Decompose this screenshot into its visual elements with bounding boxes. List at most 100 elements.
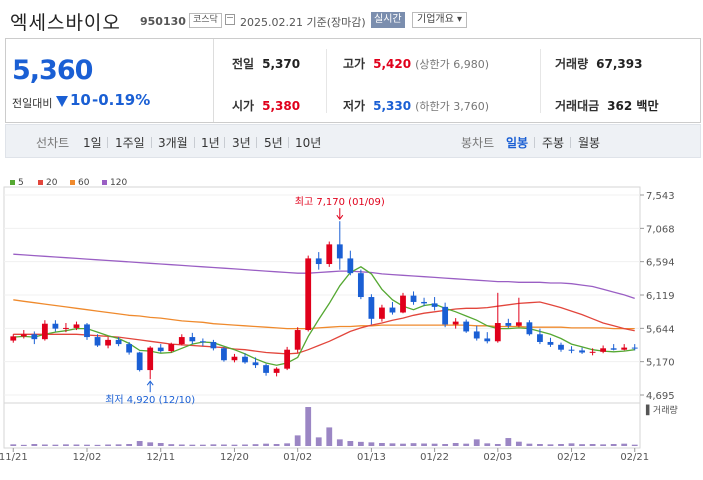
volume-bar <box>547 444 554 446</box>
tab-separator <box>107 137 108 148</box>
candle-body <box>231 356 238 361</box>
volume-bar <box>389 443 396 446</box>
volume-bar <box>52 444 59 446</box>
candle-body <box>515 322 522 326</box>
volume-bar <box>357 441 364 446</box>
tab-daily[interactable]: 일봉 <box>506 136 529 150</box>
volume-bar <box>73 444 80 446</box>
tab-1y[interactable]: 1년 <box>201 136 220 150</box>
low-annotation: 최저 4,920 (12/10) <box>105 394 195 406</box>
tab-5y[interactable]: 5년 <box>264 136 283 150</box>
candle-body <box>10 336 17 341</box>
volume-bar <box>41 444 48 446</box>
volume-bar <box>231 444 238 446</box>
volume-bar <box>631 444 638 446</box>
realtime-button[interactable]: 실시간 <box>371 12 405 28</box>
candle-body <box>84 324 90 338</box>
x-tick-label: 02/21 <box>620 452 649 463</box>
volume-bar <box>421 443 427 446</box>
divider <box>540 49 541 113</box>
volume-bar <box>210 444 217 446</box>
legend-swatch <box>102 180 107 185</box>
candlestick-chart[interactable]: 7,543 7,068 6,594 6,119 5,644 5,170 4,695 11/21… <box>0 170 703 480</box>
candle-body <box>589 351 596 353</box>
candle-body <box>389 307 396 313</box>
legend-ma5: 5 <box>10 178 24 188</box>
candle-body <box>252 362 259 366</box>
volume-bar <box>379 443 385 446</box>
volume-label: ▌거래량 <box>645 404 678 416</box>
stock-code: 950130 <box>140 15 186 28</box>
candle-body <box>326 244 333 265</box>
candle-body <box>631 347 638 349</box>
volume-bar <box>505 438 512 446</box>
high-arrow-head <box>336 214 344 221</box>
candle-body <box>410 295 417 302</box>
candle-body <box>263 365 269 373</box>
x-tick-label: 12/20 <box>220 452 249 463</box>
candle-body <box>431 303 438 307</box>
volume-bar <box>452 443 459 446</box>
candle-body <box>284 349 291 369</box>
volume-bar <box>263 443 269 446</box>
candle-body <box>210 341 217 349</box>
tab-monthly[interactable]: 월봉 <box>578 136 601 150</box>
volume-bar <box>20 444 27 446</box>
tab-1d[interactable]: 1일 <box>83 136 102 150</box>
y-tick-label: 4,695 <box>646 391 675 402</box>
stock-name[interactable]: 엑세스바이오 <box>10 12 121 34</box>
volume-bar <box>589 444 596 446</box>
lower-limit: (하한가 3,760) <box>415 100 489 113</box>
volume-bar <box>336 439 343 446</box>
tab-weekly[interactable]: 주봉 <box>542 136 565 150</box>
candle-body <box>558 344 564 350</box>
legend-ma20: 20 <box>38 178 57 188</box>
tab-3m[interactable]: 3개월 <box>158 136 188 150</box>
candle-body <box>305 258 312 331</box>
legend-label: 60 <box>78 178 90 188</box>
volume-bar <box>610 444 617 446</box>
candle-body <box>494 323 501 342</box>
x-tick-label: 12/02 <box>73 452 102 463</box>
candle-body <box>20 334 27 337</box>
legend-swatch <box>38 180 43 185</box>
volume-bar <box>10 444 17 446</box>
trade-amount-label: 거래대금 <box>555 99 600 113</box>
trade-amount-value: 362 백만 <box>607 99 659 113</box>
candle-body <box>31 334 38 340</box>
volume-bar <box>558 444 564 446</box>
change-percent: -0.19% <box>92 91 151 109</box>
volume-bar <box>157 443 164 446</box>
candle-body <box>168 344 175 352</box>
candle-body <box>189 337 196 342</box>
tab-3y[interactable]: 3년 <box>232 136 251 150</box>
candle-chart-heading: 봉차트 <box>461 136 495 150</box>
tab-10y[interactable]: 10년 <box>295 136 322 150</box>
tab-separator <box>534 137 535 148</box>
volume-bar <box>347 441 354 446</box>
volume-bar <box>368 442 375 446</box>
x-tick-label: 12/11 <box>146 452 175 463</box>
candle-body <box>63 327 69 329</box>
candle-body <box>452 321 459 325</box>
low-value: 5,330 <box>373 99 412 113</box>
candle-body <box>242 356 248 363</box>
change-value: 10 <box>70 91 91 109</box>
open-label: 시가 <box>232 99 255 113</box>
volume-bar <box>273 444 280 446</box>
volume-bar <box>494 444 501 446</box>
tab-1w[interactable]: 1주일 <box>115 136 145 150</box>
ma5-line <box>13 266 635 366</box>
volume-bar <box>568 443 575 446</box>
company-overview-dropdown[interactable]: 기업개요 ▾ <box>412 12 467 28</box>
high-price: 고가 5,420 (상한가 6,980) <box>343 55 489 72</box>
volume-bar <box>115 444 122 446</box>
candle-body <box>442 306 449 325</box>
volume-bar <box>600 444 607 446</box>
candle-body <box>368 297 375 319</box>
volume-frame <box>3 402 641 449</box>
candle-body <box>347 258 354 274</box>
y-tick-label: 7,068 <box>646 224 675 235</box>
x-tick-label: 11/21 <box>0 452 28 463</box>
ma120-line <box>13 253 635 300</box>
